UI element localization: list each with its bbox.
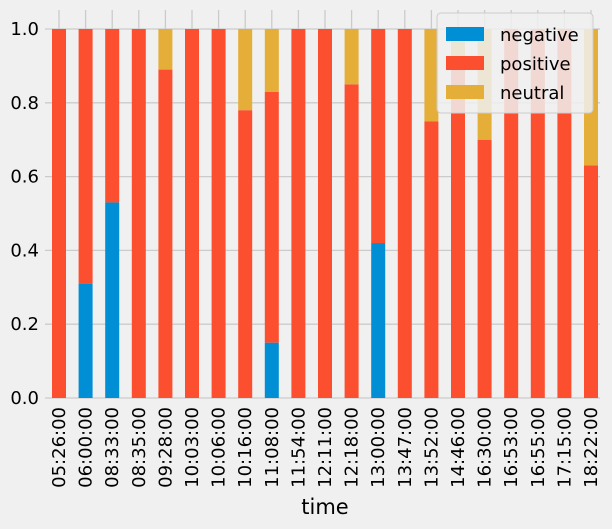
bar-negative (78, 283, 93, 398)
x-tick-label: 10:03:00 (182, 407, 203, 488)
bar-positive (291, 29, 306, 398)
bar-positive (344, 84, 359, 398)
bar-positive (424, 121, 439, 398)
bar-positive (211, 29, 226, 398)
legend-swatch-negative (446, 27, 484, 41)
x-tick-label: 13:52:00 (421, 407, 442, 488)
legend-label-neutral: neutral (500, 83, 564, 104)
y-tick-labels: 0.0 0.2 0.4 0.6 0.8 1.0 (10, 19, 39, 409)
x-tick-label: 13:00:00 (368, 407, 389, 488)
bar-positive (238, 110, 253, 399)
bar-positive (504, 29, 519, 398)
legend-swatch-positive (446, 56, 484, 70)
bar-neutral (344, 29, 359, 85)
x-tick-label: 10:06:00 (209, 407, 230, 488)
y-tick-label: 0.0 (10, 388, 39, 409)
bar-positive (397, 29, 412, 398)
x-tick-label: 06:00:00 (76, 407, 97, 488)
legend-swatch-neutral (446, 85, 484, 99)
bar-positive (318, 29, 332, 398)
x-tick-label: 05:26:00 (49, 407, 70, 488)
x-tick-label: 12:11:00 (315, 407, 336, 488)
y-tick-label: 1.0 (10, 19, 39, 40)
bar-negative (371, 243, 386, 398)
bar-positive (52, 29, 66, 398)
bar-neutral (424, 29, 439, 122)
x-tick-label: 08:35:00 (129, 407, 150, 488)
bar-negative (264, 342, 279, 398)
x-tick-label: 18:22:00 (581, 407, 602, 488)
bar-positive (264, 91, 279, 343)
x-tick-label: 11:08:00 (262, 407, 283, 488)
legend-label-positive: positive (500, 54, 571, 75)
x-axis-title: time (301, 495, 348, 519)
bar-positive (105, 29, 120, 203)
y-tick-label: 0.4 (10, 240, 39, 261)
x-tick-label: 08:33:00 (102, 407, 123, 488)
x-tick-label: 16:30:00 (475, 407, 496, 488)
x-tick-label: 11:54:00 (288, 407, 309, 488)
bar-positive (185, 29, 199, 398)
x-tick-labels: 05:26:00 06:00:00 08:33:00 08:35:00 09:28:00… (49, 407, 602, 488)
x-tick-label: 16:53:00 (501, 407, 522, 488)
y-tick-label: 0.8 (10, 93, 39, 114)
bar-positive (584, 165, 598, 398)
bar-negative (105, 202, 120, 398)
bar-positive (131, 29, 146, 398)
bar-neutral (238, 29, 253, 111)
bar-positive (557, 29, 572, 398)
x-tick-label: 13:47:00 (395, 407, 416, 488)
x-tick-label: 10:16:00 (235, 407, 256, 488)
x-tick-label: 09:28:00 (155, 407, 176, 488)
bar-positive (78, 29, 93, 284)
legend: negative positive neutral (436, 12, 594, 114)
x-tick-label: 12:18:00 (342, 407, 363, 488)
y-tick-label: 0.6 (10, 167, 39, 188)
bar-positive (530, 29, 545, 398)
bar-positive (477, 139, 492, 398)
legend-label-negative: negative (500, 25, 579, 46)
bar-positive (371, 29, 386, 244)
bar-positive (158, 69, 173, 398)
x-tick-label: 17:15:00 (554, 407, 575, 488)
x-tick-label: 14:46:00 (448, 407, 469, 488)
bar-positive (451, 65, 465, 399)
bar-neutral (158, 29, 173, 70)
y-tick-label: 0.2 (10, 314, 39, 335)
x-tick-label: 16:55:00 (528, 407, 549, 488)
bar-neutral (264, 29, 279, 92)
